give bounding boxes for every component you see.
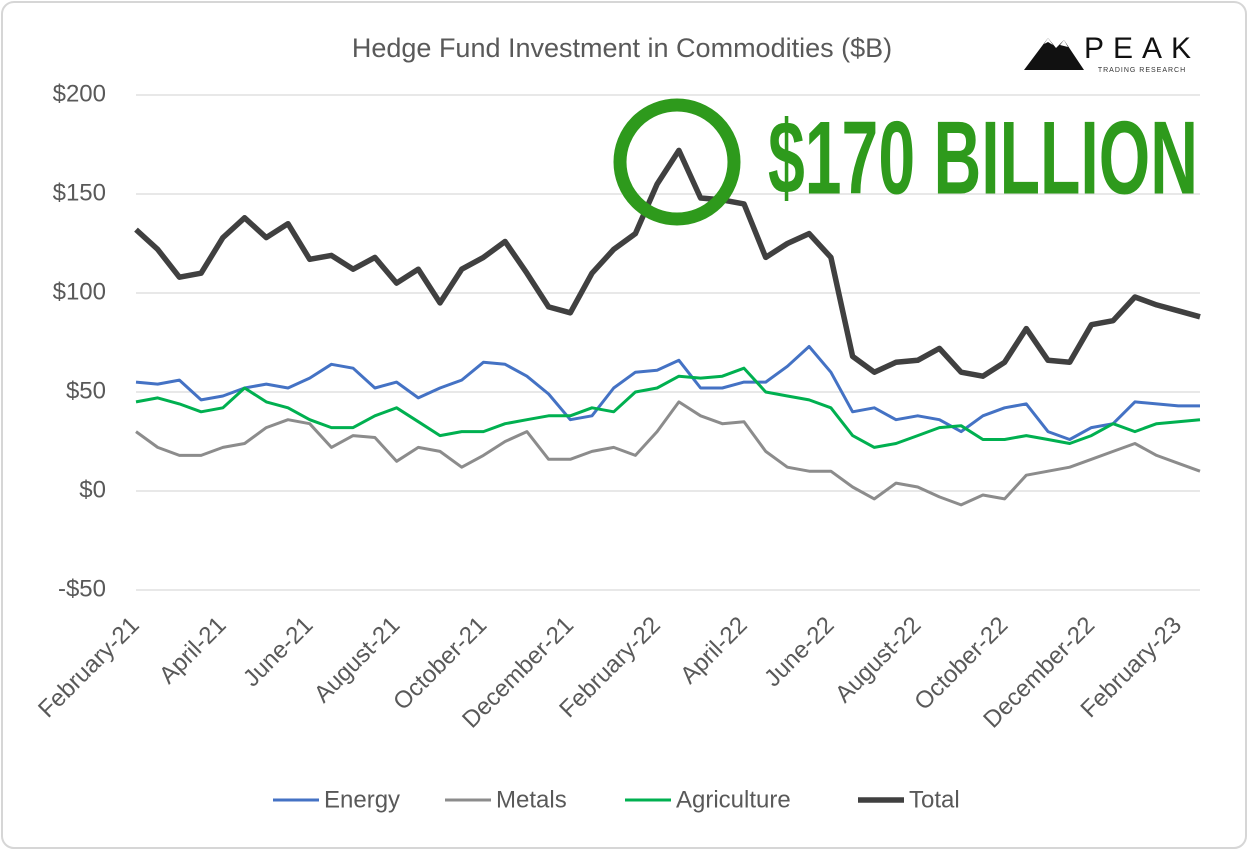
legend-label: Total	[909, 786, 960, 813]
y-tick-label: -$50	[58, 575, 106, 602]
y-tick-label: $50	[66, 377, 106, 404]
series-line	[135, 400, 1201, 507]
chart-title: Hedge Fund Investment in Commodities ($B…	[352, 33, 892, 63]
series-line	[134, 147, 1201, 379]
y-tick-label: $200	[53, 80, 106, 107]
logo-snow	[1044, 38, 1068, 47]
highlight-circle	[613, 98, 741, 226]
logo-tagline: TRADING RESEARCH	[1098, 67, 1186, 74]
y-tick-label: $0	[79, 476, 106, 503]
series-line	[135, 366, 1201, 449]
y-tick-label: $100	[53, 278, 106, 305]
logo-name: PEAK	[1084, 32, 1200, 65]
legend-label: Agriculture	[676, 786, 791, 813]
y-tick-label: $150	[53, 179, 106, 206]
series-line	[135, 345, 1200, 441]
logo-mountain	[1024, 38, 1084, 70]
legend-label: Metals	[496, 786, 567, 813]
logo: PEAK TRADING RESEARCH	[1024, 32, 1200, 74]
annotation: $170 BILLION	[768, 100, 1198, 216]
legend-label: Energy	[324, 786, 400, 813]
